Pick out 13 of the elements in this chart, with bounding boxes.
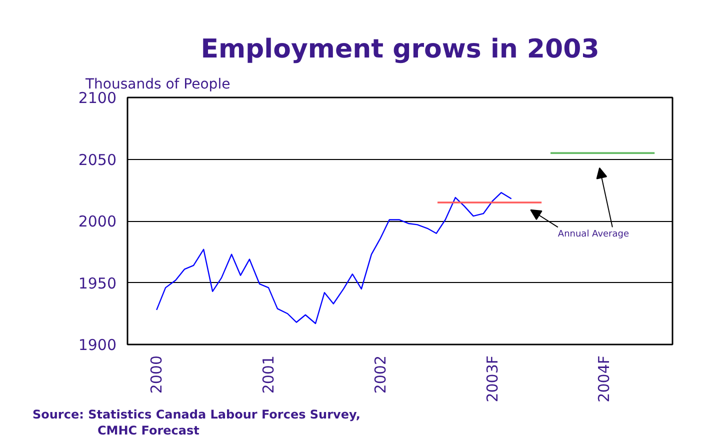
x-tick-label: 2003F — [483, 355, 502, 402]
y-tick-label: 1900 — [78, 336, 117, 354]
line-series — [156, 192, 512, 324]
source-note: Source: Statistics Canada Labour Forces Survey, CMHC Forecast — [32, 408, 360, 437]
y-tick-label: 1950 — [78, 274, 117, 292]
x-tick-label: 2000 — [148, 355, 166, 394]
y-tick-label: 2050 — [78, 150, 117, 169]
x-tick-label: 2004F — [595, 355, 614, 402]
annotation: Annual Average — [558, 230, 630, 240]
x-tick-label: 2002 — [371, 355, 390, 394]
x-tick-label: 2001 — [260, 355, 278, 394]
chart-title: Employment grows in 2003 — [200, 34, 600, 64]
y-tick-label: 2000 — [78, 212, 117, 230]
